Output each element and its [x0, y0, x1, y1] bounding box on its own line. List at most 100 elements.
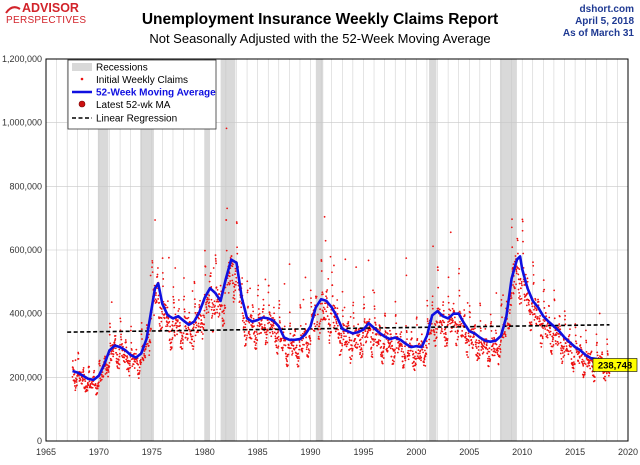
x-tick-label: 2010 — [512, 447, 532, 457]
weekly-claims-point — [402, 351, 405, 353]
weekly-claims-point — [510, 226, 513, 229]
weekly-claims-point — [437, 286, 440, 289]
weekly-claims-point — [503, 330, 506, 333]
weekly-claims-point — [262, 308, 265, 310]
weekly-claims-point — [108, 322, 111, 325]
weekly-claims-point — [458, 310, 461, 313]
weekly-claims-point — [265, 337, 268, 339]
weekly-claims-point — [395, 322, 398, 325]
weekly-claims-point — [510, 304, 513, 307]
weekly-claims-point — [214, 257, 217, 260]
weekly-claims-point — [296, 355, 299, 358]
weekly-claims-point — [373, 340, 375, 342]
weekly-claims-point — [391, 344, 394, 347]
weekly-claims-point — [295, 346, 298, 349]
weekly-claims-point — [124, 354, 127, 357]
weekly-claims-point — [466, 341, 469, 344]
weekly-claims-point — [93, 375, 95, 378]
weekly-claims-point — [558, 335, 560, 338]
weekly-claims-point — [551, 345, 554, 348]
weekly-claims-point — [204, 274, 207, 276]
weekly-claims-point — [203, 316, 206, 319]
weekly-claims-point — [333, 264, 335, 267]
weekly-claims-point — [321, 291, 324, 294]
weekly-claims-point — [216, 311, 219, 314]
weekly-claims-point — [446, 341, 448, 344]
weekly-claims-point — [333, 305, 336, 307]
weekly-claims-point — [476, 352, 479, 355]
weekly-claims-point — [529, 308, 531, 311]
weekly-claims-point — [382, 357, 385, 359]
weekly-claims-point — [579, 335, 582, 338]
weekly-claims-point — [556, 344, 559, 346]
weekly-claims-point — [86, 389, 89, 392]
weekly-claims-point — [173, 301, 175, 304]
weekly-claims-point — [306, 344, 309, 347]
weekly-claims-point — [208, 305, 211, 308]
weekly-claims-point — [110, 301, 113, 304]
weekly-claims-point — [244, 326, 247, 329]
weekly-claims-point — [512, 284, 514, 286]
weekly-claims-point — [523, 293, 526, 296]
weekly-claims-point — [120, 338, 123, 341]
weekly-claims-point — [442, 309, 445, 312]
weekly-claims-point — [593, 376, 596, 378]
weekly-claims-point — [426, 299, 429, 302]
weekly-claims-point — [223, 312, 225, 315]
weekly-claims-point — [173, 331, 176, 334]
weekly-claims-point — [171, 338, 173, 341]
weekly-claims-point — [567, 353, 570, 356]
weekly-claims-point — [232, 290, 235, 293]
weekly-claims-point — [223, 304, 226, 307]
weekly-claims-point — [342, 323, 345, 325]
weekly-claims-point — [324, 302, 327, 305]
weekly-claims-point — [298, 348, 301, 351]
weekly-claims-point — [538, 318, 541, 320]
weekly-claims-point — [431, 304, 434, 307]
weekly-claims-point — [98, 362, 101, 365]
weekly-claims-point — [576, 350, 579, 353]
weekly-claims-point — [562, 347, 565, 350]
weekly-claims-point — [162, 278, 165, 280]
weekly-claims-point — [86, 385, 89, 388]
weekly-claims-point — [343, 332, 345, 335]
weekly-claims-point — [430, 332, 432, 335]
weekly-claims-point — [325, 310, 328, 313]
weekly-claims-point — [503, 332, 506, 335]
weekly-claims-point — [79, 379, 81, 382]
weekly-claims-point — [143, 354, 146, 357]
weekly-claims-point — [181, 335, 184, 338]
weekly-claims-point — [193, 323, 195, 326]
weekly-claims-point — [217, 305, 220, 308]
weekly-claims-point — [409, 349, 412, 352]
weekly-claims-point — [76, 384, 78, 387]
weekly-claims-point — [341, 344, 344, 347]
weekly-claims-point — [584, 363, 587, 366]
logo-line2: PERSPECTIVES — [6, 15, 86, 26]
weekly-claims-point — [281, 346, 284, 349]
weekly-claims-point — [535, 307, 537, 310]
weekly-claims-point — [600, 356, 603, 359]
weekly-claims-point — [149, 274, 152, 277]
weekly-claims-point — [420, 356, 423, 359]
y-tick-label: 0 — [37, 436, 42, 446]
weekly-claims-point — [90, 381, 93, 384]
weekly-claims-point — [144, 356, 147, 359]
weekly-claims-point — [533, 313, 536, 315]
weekly-claims-point — [270, 335, 273, 338]
weekly-claims-point — [255, 342, 258, 345]
weekly-claims-point — [373, 317, 376, 319]
weekly-claims-point — [546, 324, 548, 327]
weekly-claims-point — [216, 288, 219, 291]
weekly-claims-point — [386, 347, 388, 350]
legend-recession-swatch — [72, 63, 92, 71]
weekly-claims-point — [86, 386, 89, 389]
weekly-claims-point — [114, 347, 117, 350]
weekly-claims-point — [215, 286, 218, 289]
weekly-claims-point — [269, 314, 272, 317]
weekly-claims-point — [100, 378, 103, 381]
weekly-claims-point — [299, 325, 302, 327]
weekly-claims-point — [498, 356, 501, 358]
weekly-claims-point — [206, 296, 209, 299]
logo: ADVISOR PERSPECTIVES — [5, 1, 86, 26]
